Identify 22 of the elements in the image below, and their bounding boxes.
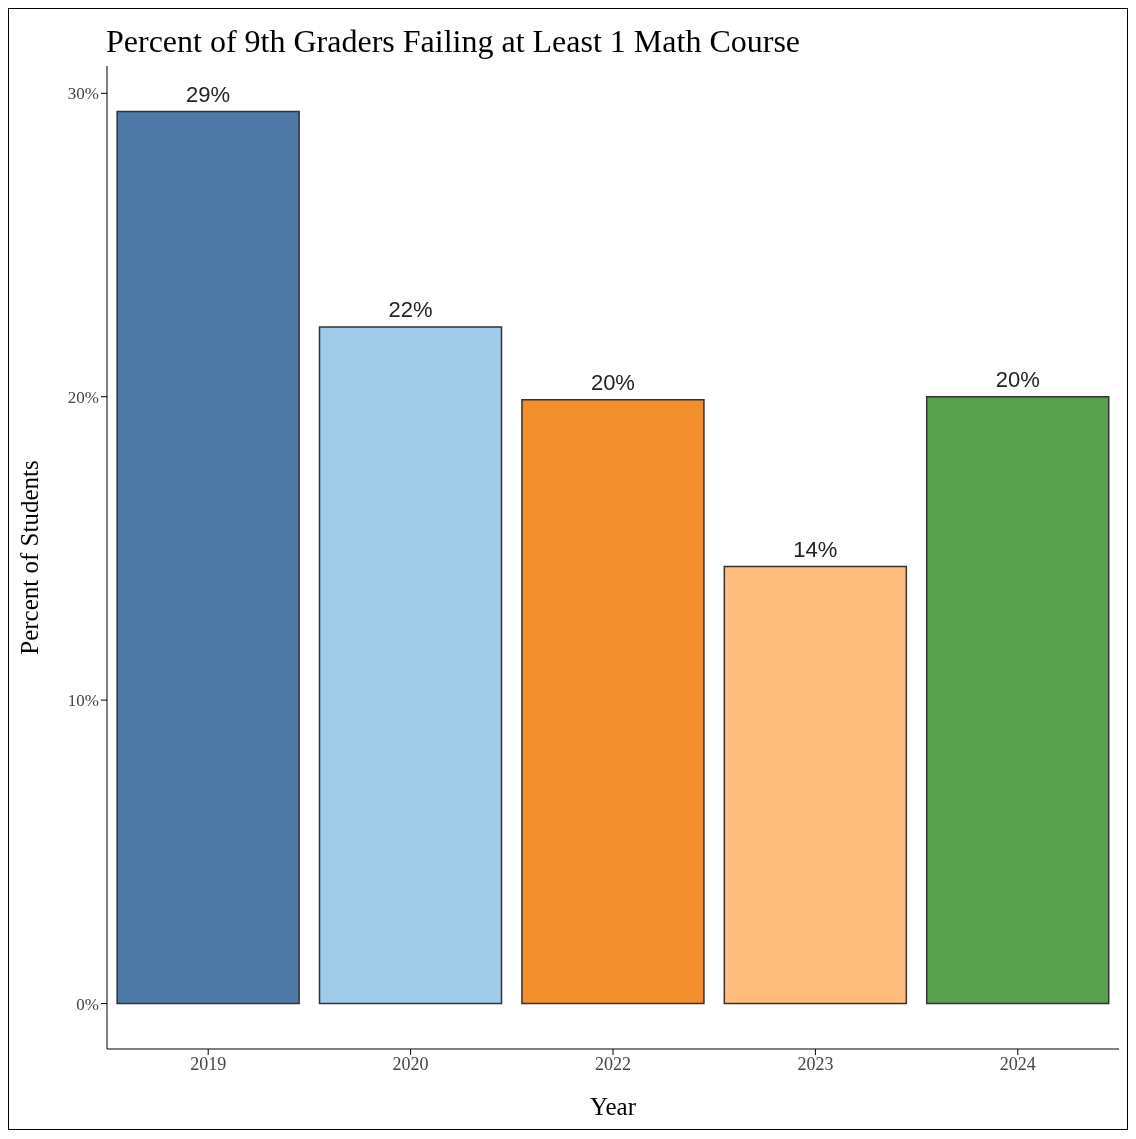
bar <box>723 565 908 1005</box>
x-tick-label: 2023 <box>797 1053 834 1074</box>
y-tick-label: 20% <box>67 387 99 407</box>
data-label: 22% <box>388 296 433 322</box>
data-label: 20% <box>590 369 635 395</box>
y-tick-label: 30% <box>67 84 99 104</box>
y-axis-title: Percent of Students <box>15 460 43 655</box>
chart-title: Percent of 9th Graders Failing at Least 1 Math Course <box>106 23 801 60</box>
x-tick-label: 2020 <box>392 1053 429 1074</box>
data-label: 20% <box>995 366 1040 392</box>
x-tick-label: 2022 <box>595 1053 631 1074</box>
x-tick-label: 2024 <box>999 1053 1036 1074</box>
x-axis-title: Year <box>589 1093 637 1120</box>
bar <box>925 395 1110 1005</box>
bar <box>521 398 705 1005</box>
x-tick-label: 2019 <box>190 1053 227 1074</box>
y-tick-label: 0% <box>76 994 99 1014</box>
bar <box>318 326 503 1005</box>
bar <box>116 110 300 1005</box>
data-label: 14% <box>793 536 838 562</box>
y-tick-label: 10% <box>67 691 99 711</box>
data-label: 29% <box>186 81 231 107</box>
